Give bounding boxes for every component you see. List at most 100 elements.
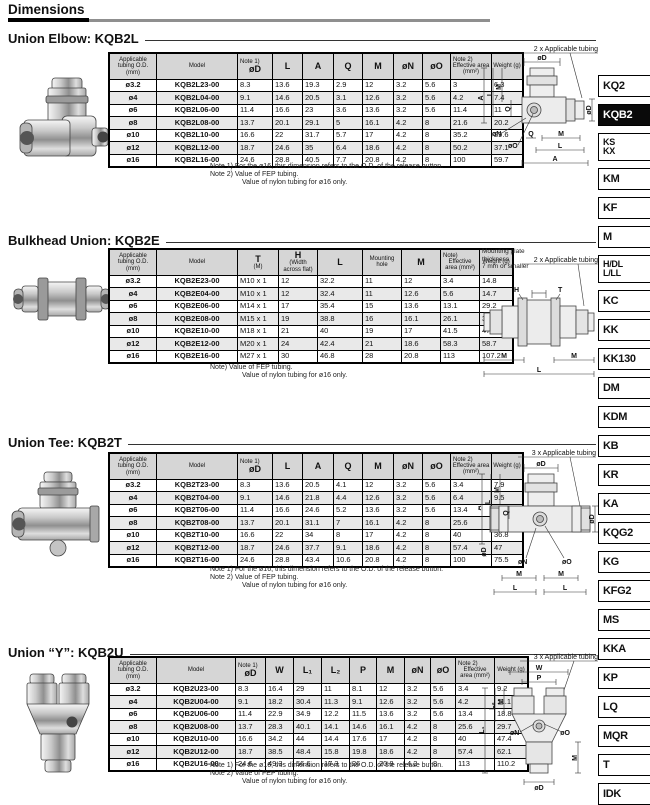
value-cell: 113: [440, 349, 480, 364]
value-cell: 18.7: [237, 541, 273, 555]
sidebar-tab-kk[interactable]: KK: [598, 319, 650, 341]
dim-label-m-right: M: [572, 755, 579, 761]
column-header: Note 2) Effective area (mm²): [455, 656, 495, 684]
value-cell: 17: [401, 324, 441, 338]
sidebar-tab-kb[interactable]: KB: [598, 435, 650, 457]
tubing-od-cell: ø3.2: [108, 682, 157, 696]
tubing-od-cell: ø8: [108, 516, 157, 530]
dim-label-a: A: [478, 505, 483, 510]
value-cell: 40.1: [293, 720, 322, 734]
sidebar-tab-km[interactable]: KM: [598, 168, 650, 190]
model-cell: KQB2E23-00: [156, 274, 238, 288]
value-cell: 9.5: [491, 491, 524, 505]
value-cell: 11.4: [450, 103, 492, 117]
dim-label-od-top: øD: [536, 461, 545, 468]
section-title: Union Elbow: KQB2L: [8, 31, 139, 46]
value-cell: 16.6: [237, 528, 273, 542]
product-photo-kqb2t: [10, 470, 105, 567]
sidebar-tab-h-dl-l-ll[interactable]: H/DL L/LL: [598, 255, 650, 283]
value-cell: 21: [362, 337, 402, 351]
value-cell: 13.6: [362, 103, 394, 117]
sidebar-tab-kg[interactable]: KG: [598, 551, 650, 573]
sidebar-tab-kfg2[interactable]: KFG2: [598, 580, 650, 602]
sidebar-tab-ka[interactable]: KA: [598, 493, 650, 515]
value-cell: 6.4: [333, 141, 363, 155]
sidebar-tab-kp[interactable]: KP: [598, 667, 650, 689]
value-cell: 20.8: [362, 553, 394, 568]
column-header: Applicable tubing O.D. (mm): [108, 656, 157, 684]
column-header: øO: [430, 656, 456, 684]
sidebar-tab-kqg2[interactable]: KQG2: [598, 522, 650, 544]
tubing-od-cell: ø10: [108, 128, 157, 142]
value-cell: 3.2: [393, 103, 423, 117]
sidebar-tab-m[interactable]: M: [598, 226, 650, 248]
sidebar-tab-dm[interactable]: DM: [598, 377, 650, 399]
value-cell: 17: [362, 128, 394, 142]
dim-label-m-br: M: [558, 571, 564, 578]
sidebar-tab-kq2[interactable]: KQ2: [598, 75, 650, 97]
column-header: Model: [156, 656, 236, 684]
sidebar-tab-kka[interactable]: KKA: [598, 638, 650, 660]
value-cell: 13.7: [237, 116, 273, 130]
sidebar-tab-kk130[interactable]: KK130: [598, 348, 650, 370]
value-cell: 4.2: [393, 541, 423, 555]
value-cell: 4.2: [404, 745, 431, 759]
dim-label-od-right: øD: [586, 105, 593, 114]
table-row: ø8 KQB2L08-00 13.7 20.1 29.1 5 16.1 4.2 8 21.6 20.…: [108, 116, 524, 130]
sidebar-tab-lq[interactable]: LQ: [598, 696, 650, 718]
table-row: ø4 KQB2L04-00 9.1 14.6 20.5 3.1 12.6 3.2 5.6 4.2 7…: [108, 91, 524, 105]
dimensions-table-kqb2t: Applicable tubing O.D. (mm) Model Note 1) øD…: [108, 452, 524, 568]
diagram-note-mounting-plate: Mounting plate thickness 7 mm or smaller: [482, 248, 529, 270]
value-cell: 21: [278, 324, 318, 338]
dim-label-l1: L₁: [479, 726, 486, 733]
value-cell: 8: [422, 116, 451, 130]
model-cell: KQB2T16-00: [156, 553, 238, 568]
column-header: Note 2) Effective area (mm²): [450, 452, 492, 480]
value-cell: 29.1: [302, 116, 334, 130]
sidebar-tab-ms[interactable]: MS: [598, 609, 650, 631]
column-header: L: [272, 52, 303, 80]
dim-label-oo: øO: [508, 143, 518, 150]
sidebar-tab-kdm[interactable]: KDM: [598, 406, 650, 428]
model-cell: KQB2T10-00: [156, 528, 238, 542]
value-cell: 14.8: [479, 274, 514, 288]
note-line: Value of nylon tubing for ø16 only.: [242, 778, 348, 785]
sidebar-tab-t[interactable]: T: [598, 754, 650, 776]
sidebar-tab-kc[interactable]: KC: [598, 290, 650, 312]
table-row: ø10 KQB2U10-00 16.6 34.2 44 14.4 17.6 17 4.2 8 40 4…: [108, 732, 529, 746]
sidebar-tab-idk[interactable]: IDK: [598, 783, 650, 805]
tubing-od-cell: ø12: [108, 141, 157, 155]
model-cell: KQB2T08-00: [156, 516, 238, 530]
section-title: Union Tee: KQB2T: [8, 435, 122, 450]
value-cell: 12: [278, 287, 318, 301]
sidebar-tab-kr[interactable]: KR: [598, 464, 650, 486]
value-cell: 7: [333, 516, 363, 530]
tubing-od-cell: ø10: [108, 324, 157, 338]
table-row: ø16 KQB2E16-00 M27 x 1 30 46.8 28 20.8 113 107.2: [108, 349, 514, 364]
value-cell: 13.6: [272, 478, 303, 492]
value-cell: 8.3: [237, 78, 273, 92]
sidebar-tab-mqr[interactable]: MQR: [598, 725, 650, 747]
sidebar-tab-kqb2[interactable]: KQB2: [598, 104, 650, 126]
value-cell: 22.9: [265, 707, 294, 721]
value-cell: 3.4: [450, 478, 492, 492]
column-header: Applicable tubing O.D. (mm): [108, 52, 157, 80]
section-title: Union “Y”: KQB2U: [8, 645, 124, 660]
value-cell: 11.4: [237, 103, 273, 117]
value-cell: 19: [278, 312, 318, 326]
sidebar-tab-ks-kx[interactable]: KS KX: [598, 133, 650, 161]
value-cell: 40.5: [302, 153, 334, 168]
tubing-od-cell: ø6: [108, 103, 157, 117]
value-cell: 13.6: [376, 707, 405, 721]
value-cell: 3.2: [393, 78, 423, 92]
dim-label-oo: øO: [560, 730, 570, 737]
note-line: Note 2) Value of FEP tubing.: [210, 770, 299, 777]
column-header: Note 2) Effective area (mm²): [450, 52, 492, 80]
table-row: ø4 KQB2T04-00 9.1 14.6 21.8 4.4 12.6 3.2 5.6 6.4 9…: [108, 491, 524, 505]
sidebar-tab-kf[interactable]: KF: [598, 197, 650, 219]
value-cell: 12.2: [321, 707, 350, 721]
value-cell: 24.6: [272, 141, 303, 155]
dim-label-l: L: [485, 499, 492, 504]
dim-label-l: L: [487, 91, 494, 96]
